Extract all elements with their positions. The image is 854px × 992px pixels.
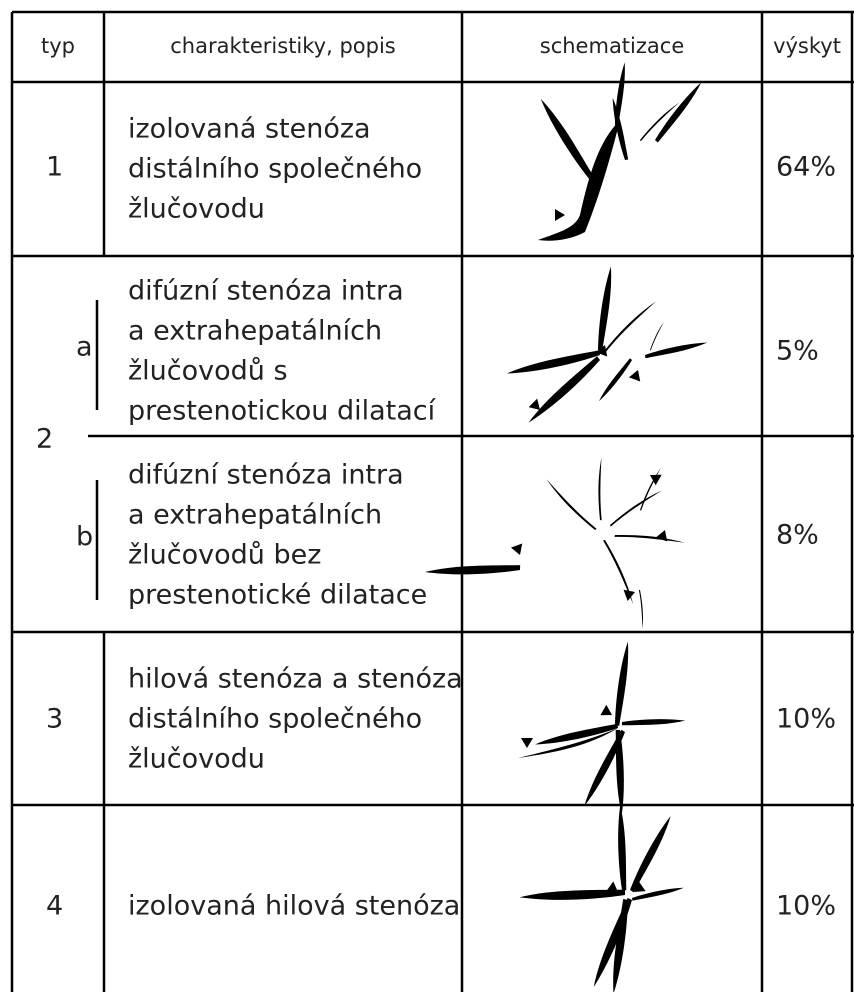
description: difúzní stenóza intra — [128, 460, 404, 491]
description: difúzní stenóza intra — [128, 276, 404, 307]
description: distálního společného — [128, 704, 422, 735]
description: prestenotickou dilatací — [128, 396, 437, 427]
description: a extrahepatálních — [128, 316, 382, 347]
description: prestenotické dilatace — [128, 580, 427, 611]
schema-3 — [518, 641, 686, 815]
occurrence: 8% — [776, 520, 819, 551]
schema-2a — [506, 266, 708, 438]
arrow — [537, 209, 565, 221]
description: žlučovodu — [128, 744, 265, 775]
occurrence: 64% — [776, 152, 836, 183]
type: 1 — [46, 152, 63, 183]
description: a extrahepatálních — [128, 500, 382, 531]
header-cell: typ — [41, 34, 75, 58]
header-cell: výskyt — [773, 34, 841, 58]
occurrence: 10% — [776, 704, 836, 735]
subtype: a — [76, 332, 93, 363]
type: 2 — [36, 424, 53, 455]
schema-4 — [519, 805, 684, 992]
type: 4 — [46, 891, 63, 922]
description: izolovaná stenóza — [128, 114, 371, 145]
type: 3 — [46, 704, 63, 735]
description: žlučovodu — [128, 194, 265, 225]
description: izolovaná hilová stenóza — [128, 891, 460, 922]
header: typ charakteristiky, popis schematizace … — [41, 34, 841, 58]
subtype: b — [76, 522, 93, 553]
header-cell: schematizace — [540, 34, 684, 58]
description: hilová stenóza a stenóza — [128, 664, 463, 695]
occurrence: 10% — [776, 891, 836, 922]
body: 1 izolovaná stenóza distálního společnéh… — [36, 114, 836, 922]
description: žlučovodů s — [128, 356, 288, 387]
occurrence: 5% — [776, 336, 819, 367]
header-cell: charakteristiky, popis — [170, 34, 396, 58]
grid — [10, 10, 854, 992]
schema-2b — [424, 457, 685, 630]
description: žlučovodů bez — [128, 540, 321, 571]
description: distálního společného — [128, 154, 422, 185]
schema-1 — [521, 62, 702, 241]
